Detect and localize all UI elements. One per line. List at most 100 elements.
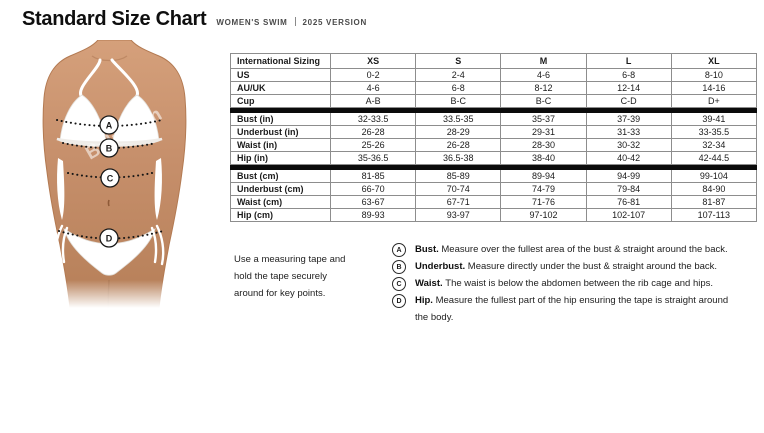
size-value-cell: 12-14 xyxy=(585,81,672,95)
size-value-cell: 8-12 xyxy=(500,81,587,95)
letter-badge: B xyxy=(392,260,406,274)
table-row: Bust (in) 32-33.5 33.5-35 35-37 37-39 39-41 xyxy=(230,112,757,126)
size-value-cell: 74-79 xyxy=(500,182,587,196)
bikini-top xyxy=(56,58,163,147)
size-value-cell: 84-90 xyxy=(670,182,757,196)
table-row: Waist (in) 25-26 26-28 28-30 30-32 32-34 xyxy=(230,138,757,152)
size-value-cell: 42-44.5 xyxy=(670,151,757,165)
size-value-cell: 28-30 xyxy=(500,138,587,152)
instruction-term: Underbust. xyxy=(415,261,468,272)
size-value-cell: 94-99 xyxy=(585,169,672,183)
row-label: Waist (in) xyxy=(230,138,331,152)
instruction-item: A Bust. Measure over the fullest area of … xyxy=(392,241,744,258)
size-value-cell: 107-113 xyxy=(670,208,757,222)
subtitle-divider xyxy=(294,17,296,26)
instruction-body: Measure over the fullest area of the bus… xyxy=(441,244,728,255)
size-value-cell: 81-87 xyxy=(670,195,757,209)
size-value-cell: B-C xyxy=(500,94,587,108)
row-label: Bust (cm) xyxy=(230,169,331,183)
size-value-cell: 28-29 xyxy=(415,125,502,139)
row-label: AU/UK xyxy=(230,81,331,95)
table-row: AU/UK 4-6 6-8 8-12 12-14 14-16 xyxy=(230,81,757,95)
instruction-body: Measure directly under the bust & straig… xyxy=(467,261,718,272)
size-value-cell: 76-81 xyxy=(585,195,672,209)
header-cell-size: S xyxy=(415,53,502,69)
row-label: US xyxy=(230,68,331,82)
letter-badge: D xyxy=(392,294,406,308)
header-cell-size: L xyxy=(585,53,672,69)
size-value-cell: 79-84 xyxy=(585,182,672,196)
svg-text:C: C xyxy=(107,174,114,184)
size-value-cell: A-B xyxy=(329,94,417,108)
marker-underbust: B xyxy=(99,138,119,158)
size-value-cell: 30-32 xyxy=(585,138,672,152)
table-row: Underbust (in) 26-28 28-29 29-31 31-33 33-35.… xyxy=(230,125,757,139)
size-value-cell: 66-70 xyxy=(329,182,417,196)
instruction-item: B Underbust. Measure directly under the b… xyxy=(392,258,744,275)
table-row: Hip (cm) 89-93 93-97 97-102 102-107 107-113 xyxy=(230,208,757,222)
size-value-cell: 71-76 xyxy=(500,195,587,209)
svg-text:D: D xyxy=(106,234,113,244)
size-value-cell: 25-26 xyxy=(329,138,417,152)
size-value-cell: 31-33 xyxy=(585,125,672,139)
size-value-cell: 29-31 xyxy=(500,125,587,139)
svg-text:A: A xyxy=(106,121,113,131)
size-table-header: International Sizing XS S M L XL xyxy=(230,53,757,69)
size-value-cell: 14-16 xyxy=(670,81,757,95)
row-label: Hip (cm) xyxy=(230,208,331,222)
page-header: Standard Size Chart WOMEN'S SWIM 2025 VER… xyxy=(22,8,367,31)
size-value-cell: 93-97 xyxy=(415,208,502,222)
left-arm-gap xyxy=(57,158,65,220)
table-row: Hip (in) 35-36.5 36.5-38 38-40 40-42 42-44.5 xyxy=(230,151,757,165)
instruction-text: Hip. Measure the fullest part of the hip… xyxy=(415,292,731,326)
marker-hip: D xyxy=(99,228,119,248)
header-cell-label: International Sizing xyxy=(230,53,331,69)
instruction-body: The waist is below the abdomen between t… xyxy=(445,278,714,289)
instruction-text: Underbust. Measure directly under the bu… xyxy=(415,258,731,275)
letter-badge: A xyxy=(392,243,406,257)
instruction-term: Waist. xyxy=(415,278,446,289)
table-row: Cup A-B B-C B-C C-D D+ xyxy=(230,94,757,108)
row-label: Waist (cm) xyxy=(230,195,331,209)
instruction-term: Hip. xyxy=(415,295,436,306)
size-table-body: US 0-2 2-4 4-6 6-8 8-10 AU/UK 4-6 6-8 8-12 12-14 14… xyxy=(230,68,757,222)
size-table: International Sizing XS S M L XL US 0-2 2-4 4-6 6… xyxy=(230,53,757,222)
size-value-cell: C-D xyxy=(585,94,672,108)
subtitle-category: WOMEN'S SWIM xyxy=(216,18,288,27)
measuring-intro: Use a measuring tape and hold the tape s… xyxy=(234,253,346,299)
size-value-cell: 33.5-35 xyxy=(415,112,502,126)
size-value-cell: 4-6 xyxy=(329,81,417,95)
size-value-cell: 85-89 xyxy=(415,169,502,183)
size-value-cell: 8-10 xyxy=(670,68,757,82)
instruction-text: Waist. The waist is below the abdomen be… xyxy=(415,275,731,292)
size-value-cell: 6-8 xyxy=(585,68,672,82)
size-value-cell: 99-104 xyxy=(670,169,757,183)
row-label: Bust (in) xyxy=(230,112,331,126)
size-value-cell: 81-85 xyxy=(329,169,417,183)
photo-fade xyxy=(12,280,217,308)
size-value-cell: 32-34 xyxy=(670,138,757,152)
marker-bust: A xyxy=(99,115,119,135)
size-value-cell: 39-41 xyxy=(670,112,757,126)
size-value-cell: 67-71 xyxy=(415,195,502,209)
size-value-cell: B-C xyxy=(415,94,502,108)
measurement-markers: A B C D xyxy=(99,115,120,248)
left-tie xyxy=(54,224,69,266)
size-value-cell: 0-2 xyxy=(329,68,417,82)
size-value-cell: 26-28 xyxy=(329,125,417,139)
size-value-cell: 36.5-38 xyxy=(415,151,502,165)
letter-badge: C xyxy=(392,277,406,291)
header-cell-size: XS xyxy=(329,53,417,69)
page-subtitle: WOMEN'S SWIM 2025 VERSION xyxy=(216,17,367,27)
size-value-cell: 97-102 xyxy=(500,208,587,222)
measurement-figure: BaliSwim BaliSwim BaliSwim A B C xyxy=(12,40,217,308)
size-value-cell: 40-42 xyxy=(585,151,672,165)
size-value-cell: 63-67 xyxy=(329,195,417,209)
svg-text:B: B xyxy=(106,144,113,154)
size-value-cell: 26-28 xyxy=(415,138,502,152)
instruction-term: Bust. xyxy=(415,244,442,255)
size-value-cell: 2-4 xyxy=(415,68,502,82)
right-tie xyxy=(150,224,165,266)
size-value-cell: 4-6 xyxy=(500,68,587,82)
row-label: Cup xyxy=(230,94,331,108)
